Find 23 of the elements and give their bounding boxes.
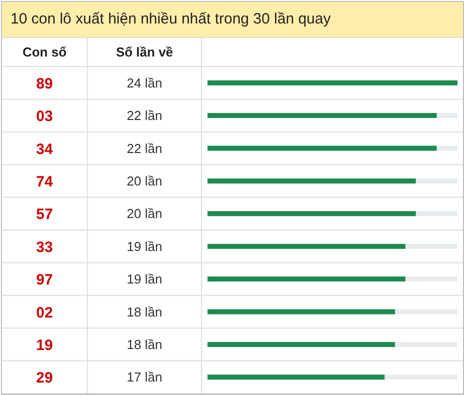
y-tick-label: 29 (36, 370, 53, 387)
data-label: 19 lần (126, 238, 162, 254)
y-tick-label: 97 (36, 272, 53, 289)
chart-title: 10 con lô xuất hiện nhiều nhất trong 30 lần quay (10, 10, 332, 28)
data-label: 22 lần (126, 108, 162, 124)
y-tick-label: 34 (36, 140, 54, 158)
y-tick-label: 89 (36, 75, 53, 92)
data-label: 24 lần (126, 75, 162, 90)
y-tick-label: 02 (36, 304, 53, 322)
y-tick-label: 74 (36, 173, 54, 190)
y-tick-label: 57 (36, 206, 53, 224)
y-tick-label: 33 (36, 238, 53, 256)
data-label: 19 lần (126, 272, 162, 287)
y-axis-title: Con số (22, 44, 67, 60)
x-axis-title: Số lần về (116, 44, 174, 60)
data-label: 18 lần (126, 336, 162, 352)
data-label: 22 lần (126, 140, 162, 156)
data-label: 17 lần (126, 370, 162, 385)
y-tick-label: 19 (36, 336, 53, 354)
data-label: 20 lần (126, 206, 162, 222)
y-tick-label: 03 (36, 108, 53, 126)
data-label: 18 lần (126, 304, 162, 320)
data-label: 20 lần (126, 173, 162, 188)
